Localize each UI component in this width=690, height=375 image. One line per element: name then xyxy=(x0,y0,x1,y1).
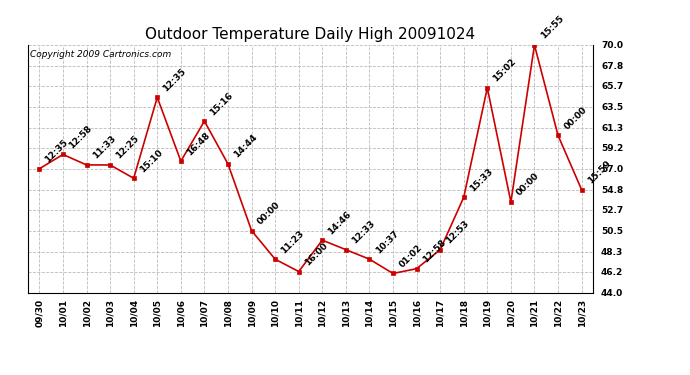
Text: 15:33: 15:33 xyxy=(468,166,495,193)
Text: 16:48: 16:48 xyxy=(185,130,212,157)
Text: 11:33: 11:33 xyxy=(90,134,117,161)
Text: 14:46: 14:46 xyxy=(326,209,353,236)
Text: 00:00: 00:00 xyxy=(515,172,542,198)
Text: Copyright 2009 Cartronics.com: Copyright 2009 Cartronics.com xyxy=(30,50,172,59)
Text: 14:44: 14:44 xyxy=(232,133,259,160)
Text: 15:02: 15:02 xyxy=(491,57,518,84)
Text: 01:02: 01:02 xyxy=(397,243,424,269)
Text: 15:10: 15:10 xyxy=(138,148,164,174)
Text: 12:58: 12:58 xyxy=(421,238,447,264)
Text: 12:35: 12:35 xyxy=(161,67,188,93)
Text: 12:58: 12:58 xyxy=(67,124,94,150)
Text: 15:59: 15:59 xyxy=(586,159,613,186)
Text: 12:33: 12:33 xyxy=(350,219,377,246)
Text: 12:53: 12:53 xyxy=(444,219,471,246)
Text: 10:37: 10:37 xyxy=(373,228,400,255)
Text: 16:00: 16:00 xyxy=(303,241,329,267)
Title: Outdoor Temperature Daily High 20091024: Outdoor Temperature Daily High 20091024 xyxy=(146,27,475,42)
Text: 15:55: 15:55 xyxy=(539,14,565,41)
Text: 00:00: 00:00 xyxy=(562,105,589,131)
Text: 11:23: 11:23 xyxy=(279,228,306,255)
Text: 12:25: 12:25 xyxy=(115,134,141,161)
Text: 15:16: 15:16 xyxy=(208,90,235,117)
Text: 00:00: 00:00 xyxy=(256,200,282,226)
Text: 12:35: 12:35 xyxy=(43,138,70,165)
